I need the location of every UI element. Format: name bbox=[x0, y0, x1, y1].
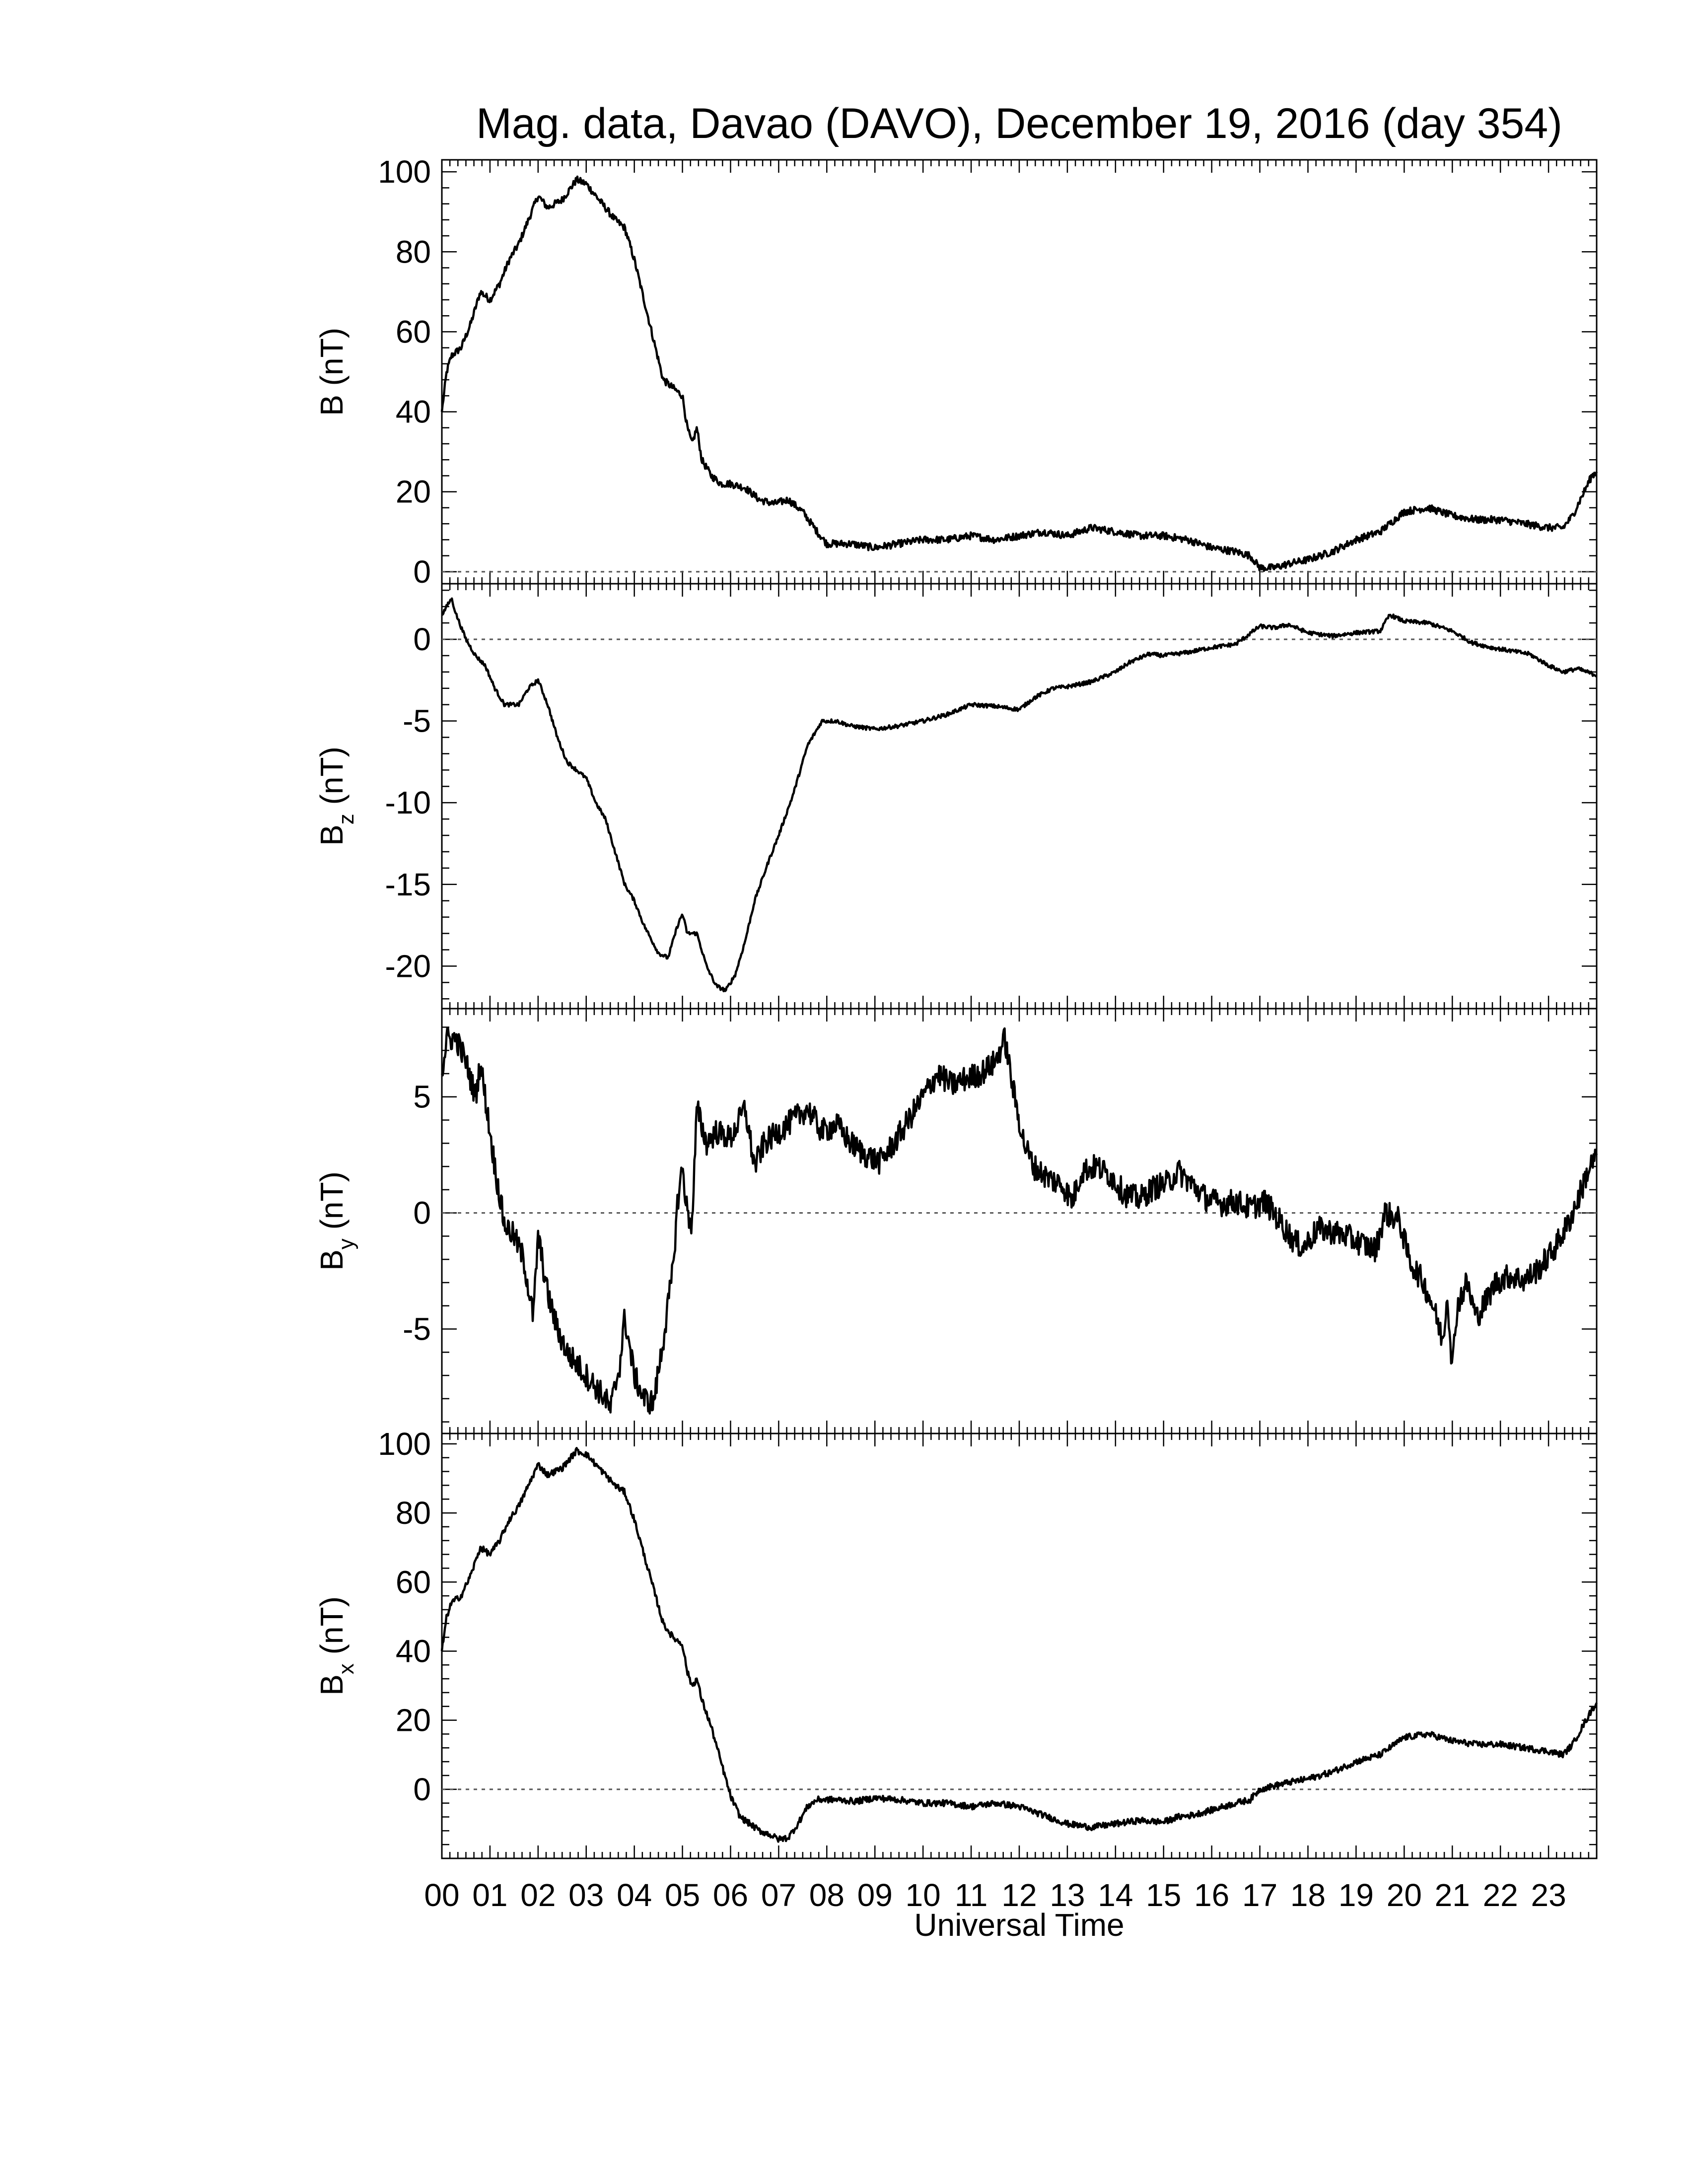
y-tick-label: -15 bbox=[385, 867, 431, 902]
y-tick-label: 0 bbox=[413, 554, 431, 590]
data-trace-Bz bbox=[441, 597, 1598, 993]
x-tick-label: 16 bbox=[1194, 1877, 1229, 1913]
x-tick-label: 00 bbox=[424, 1877, 459, 1913]
x-tick-label: 02 bbox=[520, 1877, 556, 1913]
panel-Bz: -20 -15 -10 -5 0 Bz (nT) bbox=[314, 583, 1598, 1010]
data-trace-B bbox=[440, 175, 1598, 572]
x-tick-label: 06 bbox=[713, 1877, 748, 1913]
y-tick-label: 0 bbox=[413, 621, 431, 657]
y-axis-label-B: B (nT) bbox=[314, 328, 350, 416]
y-tick-label: 100 bbox=[378, 154, 431, 190]
y-axis-label-By: By (nT) bbox=[314, 1171, 358, 1271]
x-tick-label: 18 bbox=[1290, 1877, 1326, 1913]
y-axis-label-Bz: Bz (nT) bbox=[314, 747, 358, 846]
x-tick-label: 10 bbox=[906, 1877, 941, 1913]
x-tick-label: 21 bbox=[1435, 1877, 1470, 1913]
y-tick-label: 40 bbox=[396, 394, 431, 430]
y-tick-label: 5 bbox=[413, 1079, 431, 1115]
x-tick-label: 17 bbox=[1242, 1877, 1277, 1913]
x-tick-label: 05 bbox=[665, 1877, 700, 1913]
y-tick-label: 100 bbox=[378, 1426, 431, 1462]
y-tick-label: 20 bbox=[396, 1703, 431, 1738]
x-tick-label: 22 bbox=[1483, 1877, 1518, 1913]
y-tick-label: 0 bbox=[413, 1772, 431, 1807]
y-tick-label: 60 bbox=[396, 1564, 431, 1600]
y-tick-label: 0 bbox=[413, 1195, 431, 1231]
x-tick-label: 13 bbox=[1050, 1877, 1085, 1913]
panel-Bx: 0 20 40 60 80 100 Bx (nT) 00 01 02 03 04 05 06 07 08 09 1… bbox=[314, 1426, 1598, 1913]
y-tick-label: 20 bbox=[396, 474, 431, 510]
x-tick-label: 15 bbox=[1146, 1877, 1181, 1913]
x-tick-label: 11 bbox=[955, 1877, 987, 1913]
x-tick-label: 14 bbox=[1098, 1877, 1133, 1913]
y-tick-label: -20 bbox=[385, 948, 431, 984]
y-tick-label: 40 bbox=[396, 1633, 431, 1669]
y-tick-label: 60 bbox=[396, 314, 431, 349]
y-tick-label: -5 bbox=[403, 703, 431, 739]
y-axis-label-Bx: Bx (nT) bbox=[314, 1596, 358, 1696]
x-tick-label: 07 bbox=[761, 1877, 796, 1913]
x-tick-label: 19 bbox=[1338, 1877, 1374, 1913]
x-tick-label: 08 bbox=[809, 1877, 844, 1913]
panel-B: 0 20 40 60 80 100 B (nT) bbox=[314, 154, 1598, 590]
y-tick-label: -10 bbox=[385, 785, 431, 820]
x-tick-label: 04 bbox=[617, 1877, 652, 1913]
x-tick-label: 01 bbox=[472, 1877, 507, 1913]
data-trace-By bbox=[440, 1026, 1598, 1415]
chart-title: Mag. data, Davao (DAVO), December 19, 20… bbox=[476, 100, 1562, 147]
x-tick-label: 09 bbox=[857, 1877, 893, 1913]
y-tick-label: 80 bbox=[396, 234, 431, 270]
data-trace-Bx bbox=[440, 1447, 1598, 1843]
y-tick-label: 80 bbox=[396, 1495, 431, 1531]
x-tick-label: 12 bbox=[1001, 1877, 1037, 1913]
x-tick-label: 20 bbox=[1387, 1877, 1422, 1913]
y-tick-label: -5 bbox=[403, 1311, 431, 1347]
x-tick-label: 03 bbox=[568, 1877, 604, 1913]
x-axis-label: Universal Time bbox=[914, 1907, 1124, 1943]
x-tick-label: 23 bbox=[1531, 1877, 1566, 1913]
